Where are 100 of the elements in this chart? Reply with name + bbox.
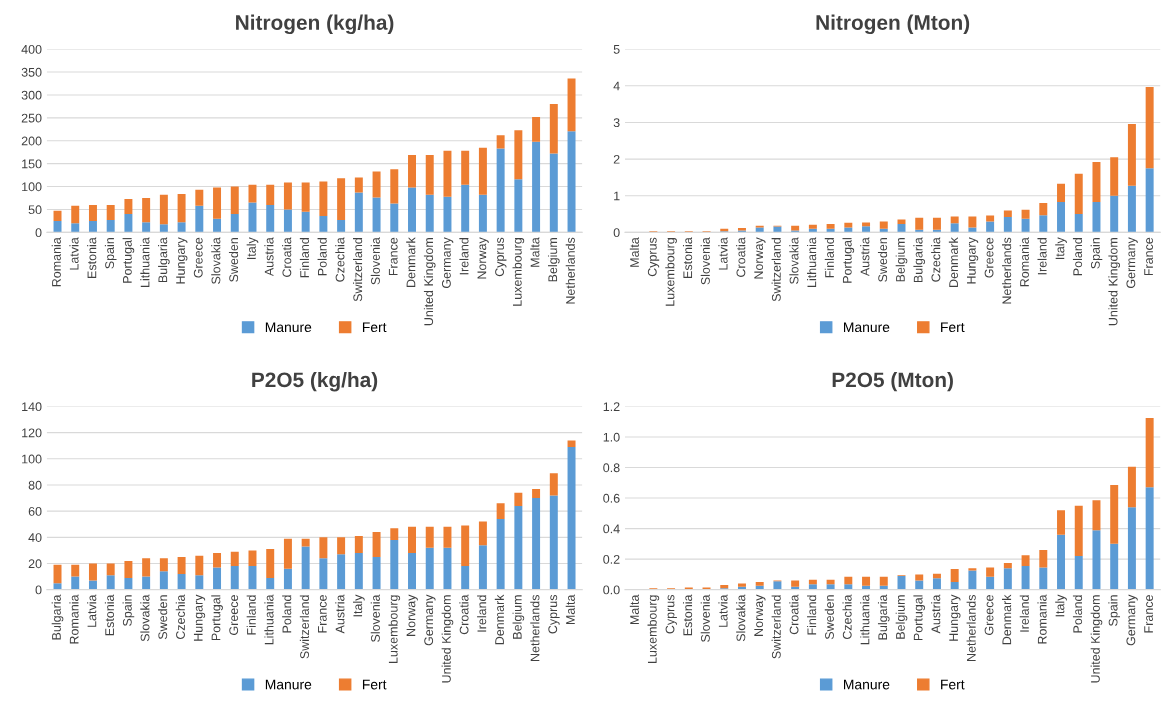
y-tick-label: 3 <box>613 118 620 128</box>
legend-label: Fert <box>362 322 387 333</box>
y-tick-label: 0.8 <box>603 463 620 473</box>
chart-title: P2O5 (kg/ha) <box>252 371 378 392</box>
x-tick-label: Slovakia <box>211 237 221 284</box>
y-tick-label: 20 <box>28 559 42 569</box>
x-tick-label: Finland <box>824 238 834 278</box>
x-tick-label: France <box>318 595 327 633</box>
x-tick-label: Spain <box>1108 595 1121 626</box>
x-tick-label: United Kingdom <box>1090 595 1103 683</box>
x-tick-label: Italy <box>246 237 259 259</box>
y-tick-label: 0.4 <box>603 524 620 534</box>
x-tick-label: Romania <box>1037 594 1047 644</box>
x-tick-label: Portugal <box>842 238 855 283</box>
x-tick-label: Czechia <box>335 237 345 282</box>
x-tick-label: Slovenia <box>370 594 380 642</box>
x-tick-label: Portugal <box>913 595 926 641</box>
x-tick-label: Hungary <box>967 237 979 284</box>
y-tick-label: 0.6 <box>603 493 620 503</box>
x-tick-label: Lithuania <box>140 237 150 287</box>
y-tick-label: 0.2 <box>603 554 620 564</box>
legend-label: Fert <box>941 322 965 333</box>
x-tick-label: Belgium <box>895 595 908 639</box>
x-tick-label: Austria <box>264 237 274 277</box>
legend-label: Fert <box>362 679 387 690</box>
x-tick-label: Ireland <box>459 238 469 275</box>
x-tick-label: Romania <box>1019 237 1029 287</box>
x-tick-label: Hungary <box>949 594 961 641</box>
x-tick-label: Spain <box>104 238 117 269</box>
x-tick-label: Norway <box>477 237 489 279</box>
x-tick-label: Slovakia <box>140 594 150 642</box>
chart-title: Nitrogen (Mton) <box>816 14 970 35</box>
chart-title: Nitrogen (kg/ha) <box>236 14 394 35</box>
y-tick-label: 120 <box>22 428 42 438</box>
x-tick-label: Bulgaria <box>51 594 64 640</box>
x-tick-label: Netherlands <box>530 594 540 661</box>
x-tick-label: Slovenia <box>700 594 710 642</box>
x-tick-label: Germany <box>441 237 454 289</box>
x-tick-label: Slovakia <box>789 237 799 284</box>
x-tick-label: Estonia <box>682 594 693 636</box>
x-tick-label: Sweden <box>228 238 239 282</box>
x-tick-label: Portugal <box>122 238 135 283</box>
x-tick-label: Denmark <box>406 237 416 287</box>
x-tick-label: Norway <box>754 594 766 636</box>
x-tick-label: Ireland <box>1019 595 1029 632</box>
x-tick-label: Croatia <box>459 594 469 635</box>
x-tick-label: Estonia <box>682 237 693 278</box>
x-tick-label: Slovakia <box>736 594 746 642</box>
x-tick-label: Norway <box>754 237 766 279</box>
x-tick-label: Malta <box>629 237 639 267</box>
x-tick-label: Poland <box>317 238 327 276</box>
x-tick-label: Estonia <box>104 594 115 636</box>
x-tick-label: Bulgaria <box>158 237 170 283</box>
x-tick-label: Czechia <box>842 594 852 640</box>
y-tick-label: 2 <box>613 154 620 164</box>
x-tick-label: Finland <box>807 595 817 635</box>
x-tick-label: Finland <box>299 238 310 278</box>
x-tick-label: Greece <box>193 237 203 278</box>
x-tick-label: Luxembourg <box>388 595 401 663</box>
x-tick-label: Croatia <box>789 594 799 635</box>
x-tick-label: Estonia <box>87 237 97 278</box>
x-tick-label: Switzerland <box>771 595 781 659</box>
legend-label: Manure <box>844 322 890 333</box>
x-tick-label: Germany <box>1126 594 1138 646</box>
x-tick-label: Italy <box>1055 594 1067 617</box>
x-tick-label: Malta <box>530 237 540 267</box>
y-tick-label: 60 <box>28 506 42 516</box>
x-tick-label: Greece <box>984 237 994 278</box>
y-tick-label: 0 <box>35 228 42 238</box>
x-tick-label: Ireland <box>477 595 487 632</box>
x-tick-label: France <box>1144 237 1153 276</box>
x-tick-label: Belgium <box>547 238 560 282</box>
x-tick-label: Switzerland <box>771 238 781 302</box>
x-tick-label: Denmark <box>948 237 959 287</box>
x-tick-label: Croatia <box>282 237 292 277</box>
x-tick-label: Cyprus <box>647 237 660 277</box>
x-tick-label: Denmark <box>1002 594 1012 645</box>
y-tick-label: 40 <box>28 533 42 542</box>
x-tick-label: Lithuania <box>807 237 817 287</box>
x-tick-label: Sweden <box>158 595 168 640</box>
x-tick-label: Denmark <box>494 594 504 645</box>
x-tick-label: Netherlands <box>1002 237 1012 304</box>
x-tick-label: Greece <box>984 595 994 635</box>
y-tick-label: 0 <box>613 228 620 238</box>
x-tick-label: Italy <box>353 594 365 617</box>
x-tick-label: Malta <box>629 594 639 625</box>
x-tick-label: Ireland <box>1037 238 1047 275</box>
x-tick-label: Sweden <box>824 595 834 640</box>
x-tick-label: Poland <box>282 595 292 633</box>
x-tick-label: Bulgaria <box>877 594 890 640</box>
x-tick-label: Luxembourg <box>647 595 660 663</box>
y-tick-label: 150 <box>22 159 42 169</box>
x-tick-label: Latvia <box>87 594 97 627</box>
x-tick-label: Cyprus <box>495 237 507 277</box>
x-tick-label: Belgium <box>512 595 525 639</box>
x-tick-label: United Kingdom <box>423 238 436 326</box>
x-tick-label: Switzerland <box>353 238 363 302</box>
y-tick-label: 5 <box>613 45 620 54</box>
x-tick-label: Romania <box>69 594 79 644</box>
y-tick-label: 80 <box>28 480 42 490</box>
